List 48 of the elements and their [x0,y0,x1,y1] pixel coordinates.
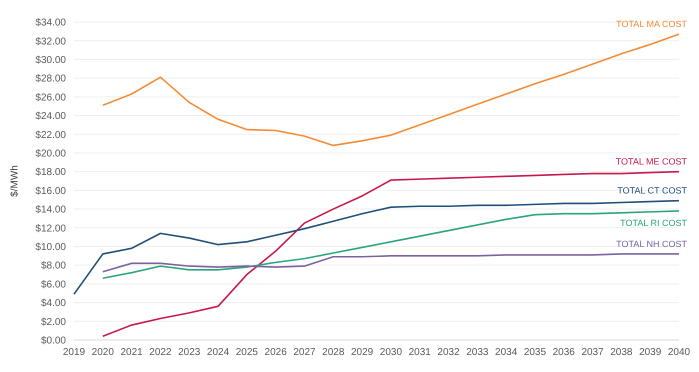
series-label: TOTAL NH COST [616,238,688,249]
y-tick-label: $24.00 [35,111,66,122]
x-tick-label: 2034 [495,347,518,358]
y-tick-label: $16.00 [35,186,66,197]
x-tick-label: 2026 [264,347,288,358]
x-tick-label: 2028 [322,347,345,358]
x-tick-label: 2033 [466,347,489,358]
series-label: TOTAL ME COST [616,156,688,167]
x-tick-label: 2020 [92,347,114,358]
y-tick-label: $32.00 [35,36,66,48]
y-tick-label: $20.00 [35,148,66,160]
x-tick-label: 2022 [149,347,172,358]
y-tick-label: $12.00 [35,223,66,234]
y-tick-label: $6.00 [40,279,66,290]
y-tick-label: $14.00 [35,204,66,216]
y-tick-label: $18.00 [35,167,66,178]
y-tick-label: $34.00 [35,18,66,29]
y-axis-title: $/MWh [10,165,21,197]
series-label: TOTAL CT COST [617,186,688,196]
x-tick-label: 2024 [206,347,230,358]
x-tick-label: 2035 [524,347,547,358]
x-tick-label: 2040 [668,347,691,358]
x-tick-label: 2023 [178,347,201,358]
x-tick-label: 2025 [236,347,258,358]
y-tick-label: $8.00 [40,260,66,272]
y-tick-label: $22.00 [35,130,66,141]
x-tick-label: 2038 [610,347,633,358]
line-series [102,253,680,273]
x-tick-label: 2037 [581,347,604,358]
y-tick-label: $4.00 [40,298,66,310]
x-tick-label: 2032 [437,347,460,358]
x-tick-label: 2029 [350,347,374,358]
line-series [102,33,680,146]
y-tick-label: $26.00 [35,92,66,104]
x-tick-label: 2036 [552,347,576,358]
y-tick-label: $2.00 [40,316,66,328]
y-tick-label: $30.00 [35,54,66,66]
x-tick-label: 2021 [120,347,144,358]
x-tick-label: 2031 [408,347,432,358]
x-tick-label: 2030 [380,347,402,358]
x-tick-label: 2019 [62,347,86,358]
y-tick-label: $28.00 [35,74,66,85]
y-tick-label: $10.00 [35,242,66,254]
series-label: TOTAL MA COST [616,19,688,30]
x-tick-label: 2027 [293,347,316,358]
series-label: TOTAL RI COST [620,218,688,228]
x-tick-label: 2039 [639,347,662,358]
y-tick-label: $0.00 [40,336,66,347]
